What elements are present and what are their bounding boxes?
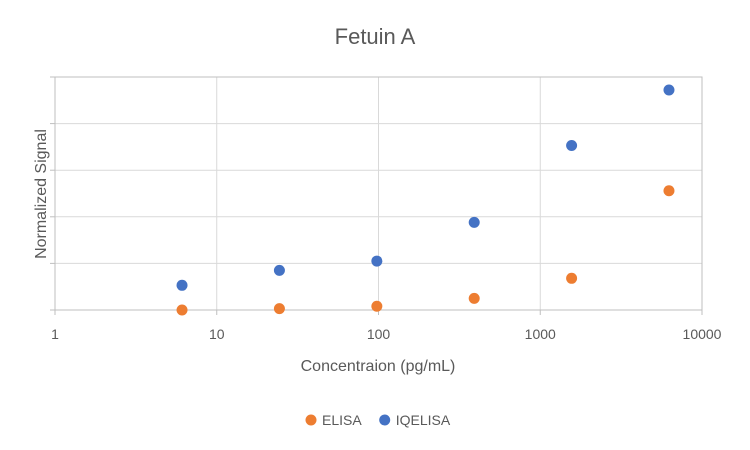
data-point-iqelisa [663,84,675,96]
data-point-iqelisa [371,255,383,267]
x-tick-label: 10000 [683,326,722,342]
legend-label: ELISA [322,412,362,428]
x-tick-label: 100 [367,326,391,342]
x-axis-tick-labels: 1 10 100 1000 10000 [51,326,722,342]
legend-marker-iqelisa [379,414,391,426]
data-points [176,84,675,316]
x-tick-label: 1 [51,326,59,342]
y-axis-label: Normalized Signal [33,129,50,259]
data-point-elisa [566,272,578,284]
chart-title: Fetuin A [335,24,416,49]
data-point-elisa [371,300,383,312]
legend-label: IQELISA [396,412,451,428]
x-axis-label: Concentraion (pg/mL) [301,358,456,375]
gridlines [50,76,703,315]
data-point-elisa [663,185,675,197]
x-tick-label: 1000 [525,326,556,342]
x-tick-label: 10 [209,326,225,342]
data-point-elisa [176,304,188,316]
legend-marker-elisa [305,414,317,426]
data-point-iqelisa [273,264,285,276]
data-point-elisa [468,292,480,304]
data-point-iqelisa [566,140,578,152]
legend: ELISA IQELISA [305,412,451,428]
data-point-iqelisa [176,279,188,291]
data-point-iqelisa [468,216,480,228]
data-point-elisa [273,303,285,315]
